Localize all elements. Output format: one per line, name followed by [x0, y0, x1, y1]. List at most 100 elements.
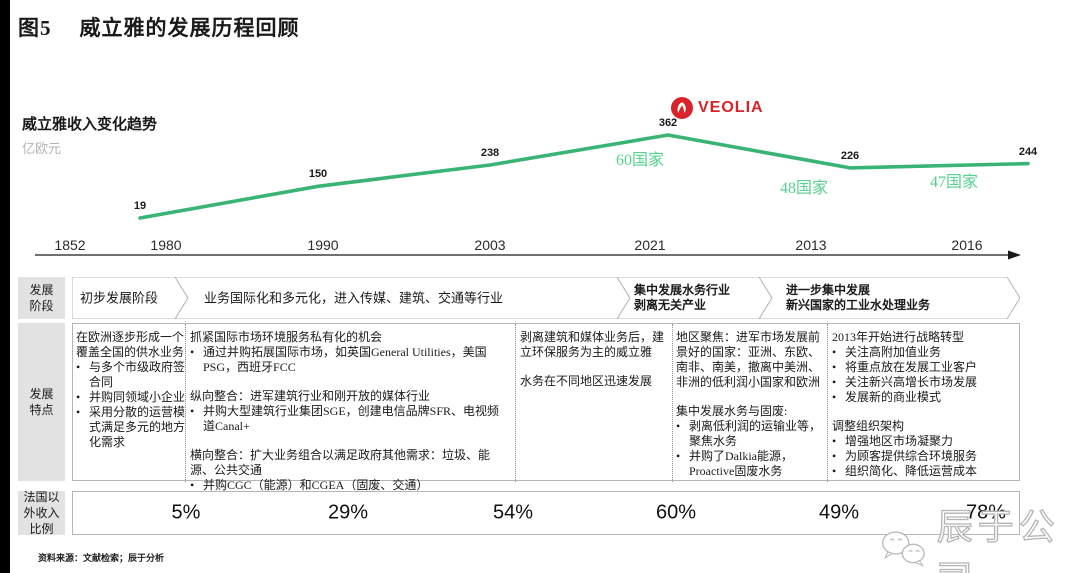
feature-column-1: 在欧洲逐步形成一个覆盖全国的供水业务 • 与多个市级政府签合同 • 并购同领域小企业 • 采… — [76, 330, 186, 450]
feature-bullet: • 并购CGC（能源）和CGEA（固废、交通） — [190, 478, 508, 493]
axis-tick: 1852 — [54, 237, 86, 253]
revenue-line-chart — [35, 133, 1030, 260]
watermark-text: 辰于公司 — [936, 506, 1060, 573]
feature-bullet: • 通过并购拓展国际市场，如英国General Utilities，美国PSG，西… — [190, 345, 508, 375]
countries-annotation: 47国家 — [930, 174, 979, 191]
stage-label: 进一步集中发展 新兴国家的工业水处理业务 — [786, 283, 931, 312]
bullet-icon: • — [832, 449, 837, 463]
feature-bullet: • 将重点放在发展工业客户 — [832, 360, 1014, 375]
column-divider — [672, 324, 673, 482]
feature-paragraph: 地区聚焦：进军市场发展前景好的国家：亚洲、东欧、南非、南美，撤离中美洲、非洲的低… — [676, 330, 821, 389]
feature-bullet-text: 剥离低利润的运输业等，聚焦水务 — [689, 419, 822, 448]
feature-bullet-text: 发展新的商业模式 — [845, 390, 942, 404]
feature-paragraph: 纵向整合：进军建筑行业和刚开放的媒体行业 — [190, 389, 431, 403]
page-title: 图5 威立雅的发展历程回顾 — [18, 12, 300, 42]
feature-paragraph: 2013年开始进行战略转型 — [832, 330, 965, 344]
bullet-icon: • — [832, 434, 837, 448]
feature-bullet-text: 为顾客提供综合环境服务 — [845, 449, 978, 463]
feature-bullet: • 与多个市级政府签合同 — [76, 360, 186, 390]
foreign-revenue-percent: 60% — [655, 501, 697, 524]
feature-bullet-text: 将重点放在发展工业客户 — [845, 360, 978, 374]
chart-title: 威立雅收入变化趋势 — [22, 117, 158, 133]
bullet-icon: • — [832, 345, 837, 359]
feature-paragraph: 剥离建筑和媒体业务后，建立环保服务为主的威立雅 — [520, 330, 665, 359]
stage-label: 集中发展水务行业 剥离无关产业 — [634, 283, 731, 312]
feature-bullet-text: 并购了Dalkia能源，Proactive固废水务 — [689, 449, 793, 478]
revenue-line — [138, 133, 1030, 220]
feature-paragraph: 集中发展水务与固废: — [676, 404, 788, 418]
bullet-icon: • — [190, 478, 195, 492]
feature-bullet: • 关注新兴高增长市场发展 — [832, 375, 1014, 390]
feature-bullet-text: 并购大型建筑行业集团SGE，创建电信品牌SFR、电视频道Canal+ — [203, 404, 500, 433]
data-point-value: 244 — [1018, 145, 1038, 158]
chevron-shapes — [72, 277, 1020, 319]
feature-column-4: 地区聚焦：进军市场发展前景好的国家：亚洲、东欧、南非、南美，撤离中美洲、非洲的低… — [676, 330, 822, 479]
feature-column-5: 2013年开始进行战略转型 • 关注高附加值业务 • 将重点放在发展工业客户 • 关注新兴高… — [832, 330, 1014, 479]
source-note: 资料来源：文献检索；辰于分析 — [38, 553, 165, 563]
feature-paragraph: 水务在不同地区迅速发展 — [520, 374, 653, 388]
feature-column-3: 剥离建筑和媒体业务后，建立环保服务为主的威立雅水务在不同地区迅速发展 — [520, 330, 666, 389]
feature-bullet: • 组织简化、降低运营成本 — [832, 464, 1014, 479]
watermark: 辰于公司 — [880, 498, 1080, 573]
row-header-stage: 发展 阶段 — [18, 277, 65, 319]
foreign-revenue-percent: 54% — [492, 501, 534, 524]
column-divider — [185, 324, 186, 482]
row-header-features: 发展 特点 — [18, 323, 65, 481]
veolia-logo-icon — [671, 97, 693, 119]
feature-paragraph: 在欧洲逐步形成一个覆盖全国的供水业务 — [76, 330, 185, 359]
row-header-foreign-revenue: 法国以 外收入 比例 — [18, 490, 65, 536]
axis-tick: 2003 — [474, 237, 506, 253]
feature-bullet-text: 组织简化、降低运营成本 — [845, 464, 978, 478]
countries-annotation: 60国家 — [616, 152, 665, 169]
column-divider — [827, 324, 828, 482]
figure-title-text: 威立雅的发展历程回顾 — [79, 16, 300, 40]
features-box — [72, 323, 1020, 482]
left-edge-bar — [0, 0, 10, 573]
feature-bullet: • 发展新的商业模式 — [832, 390, 1014, 405]
bullet-icon: • — [676, 419, 681, 433]
column-divider — [515, 324, 516, 482]
feature-bullet-text: 采用分散的运营模式满足多元的地方化需求 — [89, 405, 186, 449]
feature-bullet: • 增强地区市场凝聚力 — [832, 434, 1014, 449]
stage-chevron-band: 初步发展阶段 业务国际化和多元化，进入传媒、建筑、交通等行业 集中发展水务行业 … — [72, 277, 1020, 319]
feature-paragraph: 抓紧国际市场环境服务私有化的机会 — [190, 330, 383, 344]
axis-tick: 2016 — [951, 237, 983, 253]
feature-bullet-text: 关注新兴高增长市场发展 — [845, 375, 978, 389]
feature-bullet: • 并购了Dalkia能源，Proactive固废水务 — [676, 449, 822, 479]
veolia-logo: VEOLIA — [670, 96, 764, 120]
axis-tick: 1980 — [150, 237, 182, 253]
feature-bullet-text: 通过并购拓展国际市场，如英国General Utilities，美国PSG，西班… — [203, 345, 487, 374]
bullet-icon: • — [832, 375, 837, 389]
feature-paragraph: 调整组织架构 — [832, 419, 905, 433]
data-point-value: 226 — [840, 149, 860, 162]
feature-paragraph: 横向整合：扩大业务组合以满足政府其他需求：垃圾、能源、公共交通 — [190, 448, 491, 477]
bullet-icon: • — [832, 360, 837, 374]
bullet-icon: • — [832, 464, 837, 478]
foreign-revenue-band: 5% 29% 54% 60% 49% 78% — [72, 491, 1020, 535]
stage-label: 业务国际化和多元化，进入传媒、建筑、交通等行业 — [204, 290, 504, 306]
bullet-icon: • — [76, 390, 81, 404]
wechat-icon — [881, 531, 925, 567]
x-axis-arrow-icon — [1008, 250, 1021, 260]
axis-tick: 2013 — [795, 237, 827, 253]
bullet-icon: • — [76, 360, 81, 374]
bullet-icon: • — [190, 404, 195, 418]
bullet-icon: • — [190, 345, 195, 359]
bullet-icon: • — [676, 449, 681, 463]
feature-bullet: • 为顾客提供综合环境服务 — [832, 449, 1014, 464]
feature-bullet-text: 关注高附加值业务 — [845, 345, 942, 359]
feature-bullet: • 采用分散的运营模式满足多元的地方化需求 — [76, 405, 186, 450]
feature-bullet-text: 增强地区市场凝聚力 — [845, 434, 954, 448]
feature-bullet-text: 并购同领域小企业 — [89, 390, 186, 404]
feature-bullet: • 并购大型建筑行业集团SGE，创建电信品牌SFR、电视频道Canal+ — [190, 404, 508, 434]
feature-bullet-text: 并购CGC（能源）和CGEA（固废、交通） — [203, 478, 429, 492]
foreign-revenue-percent: 29% — [327, 501, 369, 524]
countries-annotation: 48国家 — [780, 180, 829, 197]
feature-bullet: • 并购同领域小企业 — [76, 390, 186, 405]
stage-label: 初步发展阶段 — [80, 290, 159, 306]
foreign-revenue-percent: 5% — [171, 501, 201, 524]
bullet-icon: • — [76, 405, 81, 419]
feature-column-2: 抓紧国际市场环境服务私有化的机会 • 通过并购拓展国际市场，如英国General U… — [190, 330, 508, 493]
axis-tick: 2021 — [634, 237, 666, 253]
